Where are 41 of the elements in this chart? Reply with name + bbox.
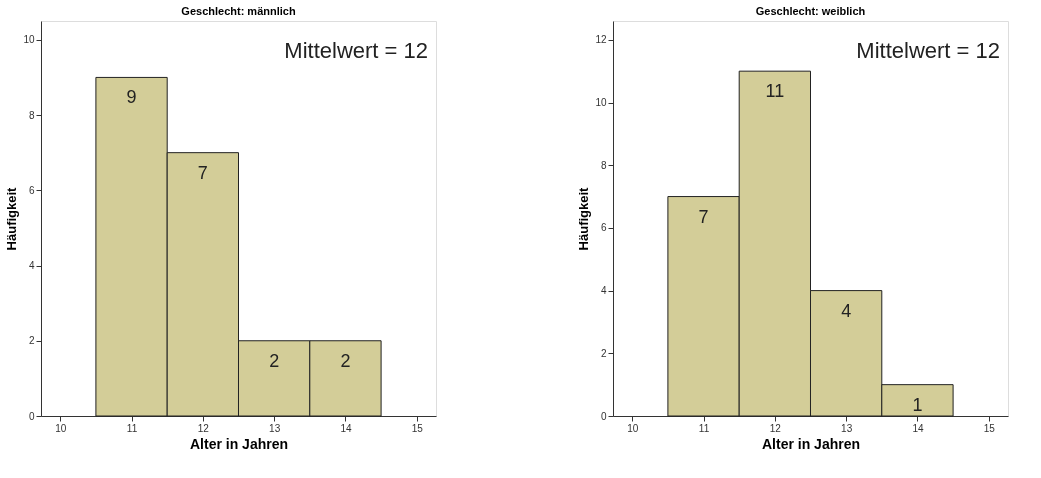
y-tick-label: 12: [595, 34, 607, 46]
data-label: 4: [841, 300, 852, 321]
x-tick-label: 13: [269, 422, 281, 434]
y-tick-label: 8: [600, 159, 607, 171]
data-label: 2: [269, 350, 280, 371]
data-label: 1: [912, 394, 923, 415]
y-tick-label: 2: [600, 347, 607, 359]
y-axis-title: Häufigkeit: [576, 186, 592, 251]
x-tick-label: 15: [983, 422, 996, 434]
y-tick-label: 4: [28, 260, 35, 272]
y-tick-label: 0: [600, 410, 607, 422]
y-tick-label: 8: [28, 109, 35, 121]
x-tick-label: 13: [841, 422, 853, 434]
x-tick-label: 11: [698, 422, 710, 434]
data-label: 2: [340, 350, 351, 371]
y-tick-label: 0: [28, 410, 35, 422]
x-tick-label: 11: [126, 422, 138, 434]
x-tick-label: 14: [340, 422, 352, 434]
chart-title: Geschlecht: männlich: [181, 5, 296, 17]
y-tick-label: 10: [595, 97, 607, 109]
y-axis-title: Häufigkeit: [4, 186, 20, 251]
x-tick-label: 10: [55, 422, 67, 434]
data-label: 9: [126, 87, 137, 108]
y-tick-label: 4: [600, 285, 607, 297]
x-tick-label: 15: [411, 422, 424, 434]
chart-title: Geschlecht: weiblich: [755, 5, 866, 17]
x-tick-label: 10: [627, 422, 639, 434]
data-label: 7: [197, 162, 208, 183]
annotation: Mittelwert = 12: [284, 38, 428, 63]
data-label: 11: [765, 81, 785, 102]
y-tick-label: 6: [28, 184, 35, 196]
y-tick-label: 2: [28, 335, 35, 347]
annotation: Mittelwert = 12: [856, 38, 1000, 63]
x-axis-title: Alter in Jahren: [189, 435, 289, 452]
x-tick-label: 14: [912, 422, 924, 434]
x-axis-title: Alter in Jahren: [761, 435, 861, 452]
y-tick-label: 6: [600, 222, 607, 234]
data-label: 7: [698, 206, 709, 227]
x-tick-label: 12: [197, 422, 210, 434]
x-tick-label: 12: [769, 422, 782, 434]
y-tick-label: 10: [23, 34, 35, 46]
